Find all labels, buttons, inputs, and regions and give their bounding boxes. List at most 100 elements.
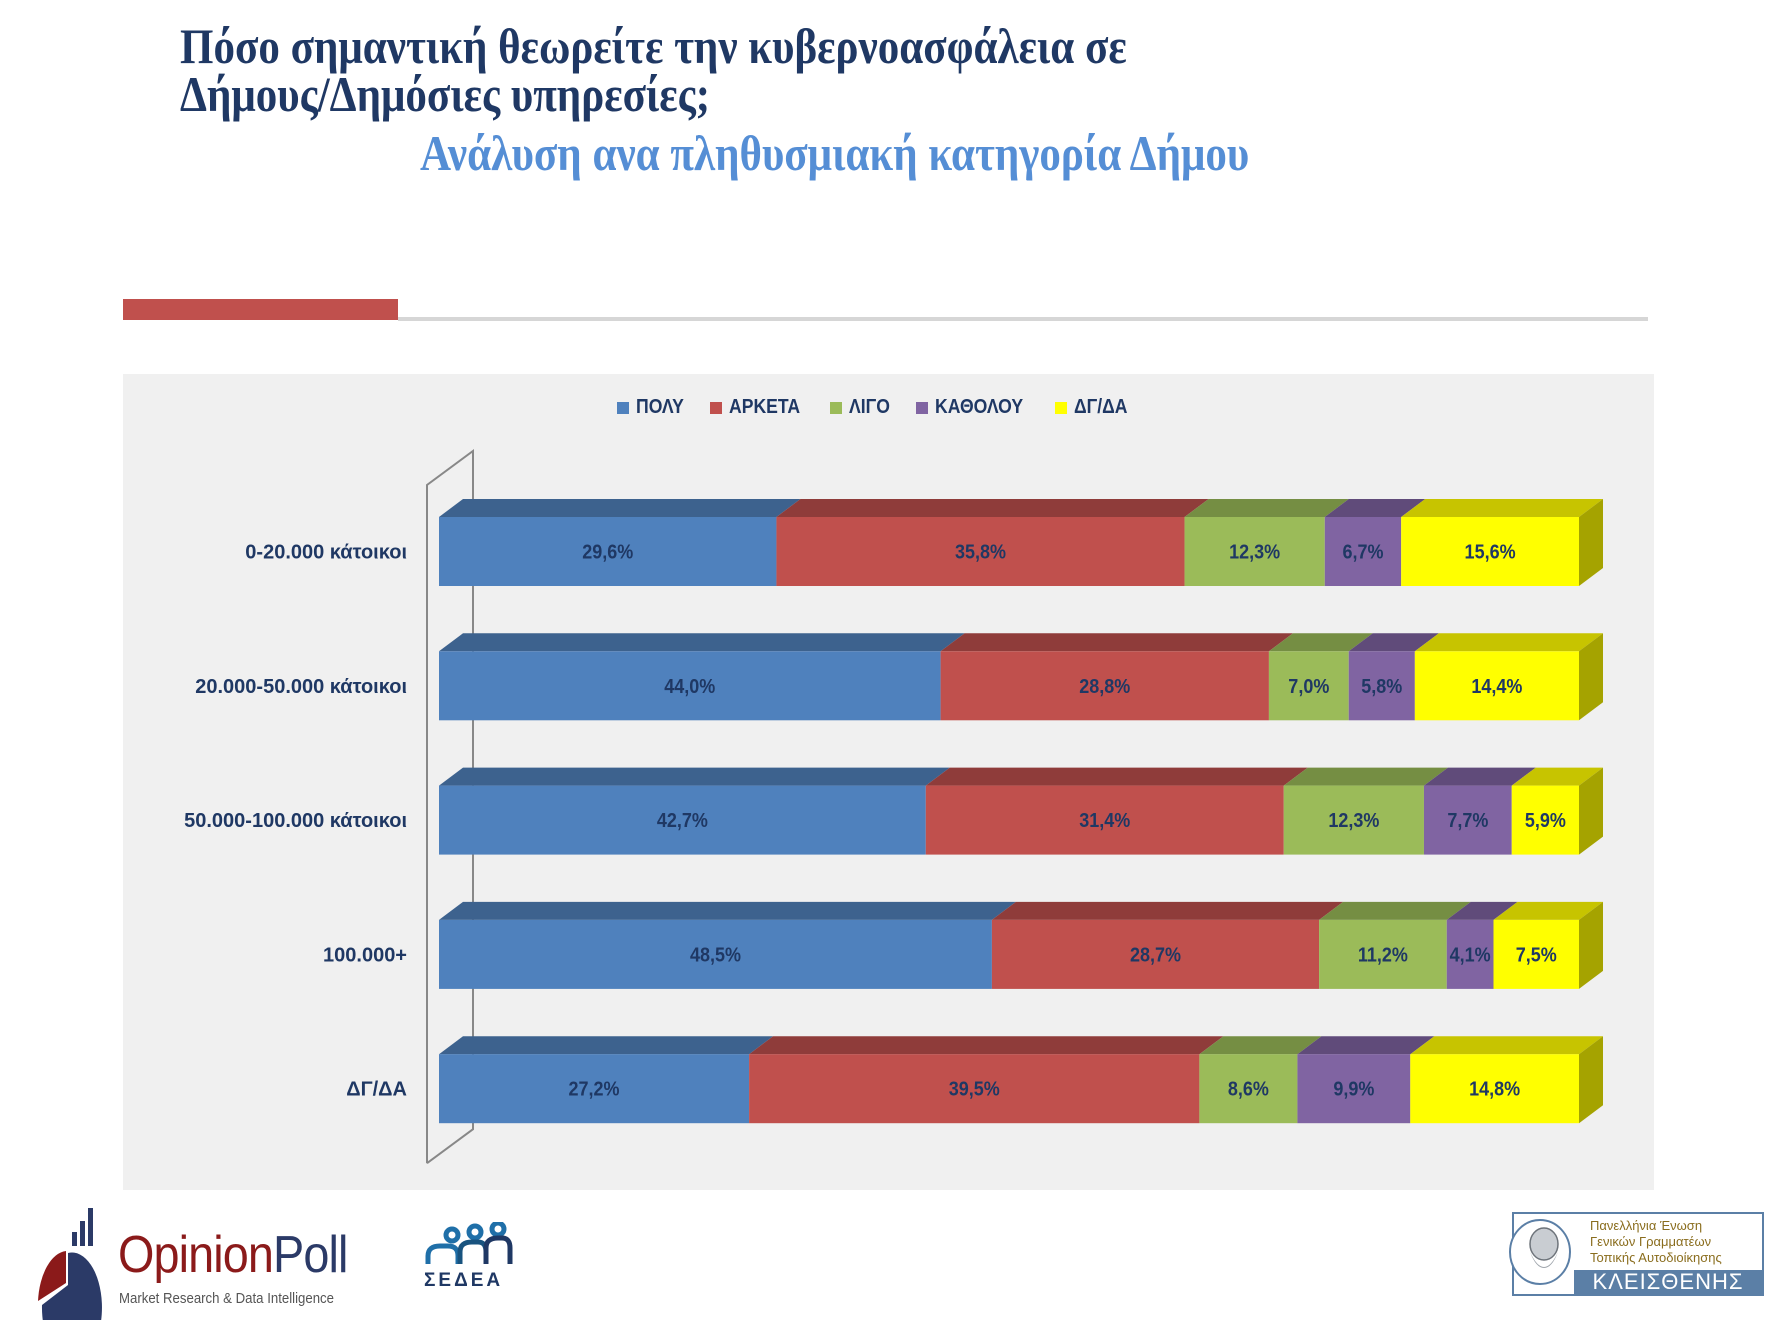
category-axis-wall: [426, 449, 474, 1165]
data-label: 8,6%: [1228, 1079, 1269, 1101]
bar-segment: [1268, 651, 1349, 721]
sedea-text: ΣΕΔΕΑ: [424, 1270, 504, 1291]
data-label: 42,7%: [657, 810, 708, 832]
bar-top-face: [1199, 1036, 1322, 1055]
kleisthenis-band: ΚΛΕΙΣΘΕΝΗΣ: [1574, 1270, 1762, 1294]
data-label: 31,4%: [1079, 810, 1130, 832]
opinionpoll-word-poll: Poll: [273, 1226, 348, 1284]
bar-side-face: [1579, 1036, 1603, 1124]
opinionpoll-word-opinion: Opinion: [118, 1226, 274, 1284]
bar-top-face: [925, 767, 1308, 786]
bar-top-face: [439, 767, 950, 786]
data-label: 28,8%: [1079, 676, 1130, 698]
data-label: 4,1%: [1450, 945, 1491, 967]
opinionpoll-logo: OpinionPoll Market Research & Data Intel…: [28, 1205, 348, 1320]
bar-top-face: [1184, 499, 1349, 517]
legend-item: ΑΡΚΕΤΑ: [710, 396, 804, 419]
data-label: 39,5%: [949, 1079, 1000, 1101]
bar-top-face: [1319, 901, 1471, 920]
kleisthenis-logo: Πανελλήνια Ένωση Γενικών Γραμματέων Τοπι…: [1500, 1204, 1772, 1296]
bar-segment: [925, 785, 1284, 855]
pie-chart-logo-icon: [38, 1208, 102, 1320]
bar-segment: [991, 919, 1320, 989]
data-label: 5,8%: [1361, 676, 1402, 698]
bar-top-face: [991, 901, 1344, 920]
bar-side-face: [1579, 633, 1603, 721]
opinionpoll-tagline: Market Research & Data Intelligence: [119, 1290, 334, 1307]
legend-label: ΑΡΚΕΤΑ: [729, 396, 801, 418]
category-label: 50.000-100.000 κάτοικοι: [184, 810, 407, 832]
data-label: 29,6%: [582, 542, 633, 564]
legend-label: ΔΓ/ΔΑ: [1073, 396, 1128, 418]
bar-top-face: [940, 633, 1293, 652]
bar-top-face: [1410, 1036, 1603, 1055]
bar-segment: [1199, 1054, 1298, 1124]
bar-side-face: [1579, 901, 1603, 989]
bar-segment: [439, 919, 992, 989]
data-label: 28,7%: [1130, 945, 1181, 967]
data-label: 14,8%: [1469, 1079, 1520, 1101]
legend-item: ΔΓ/ΔΑ: [1054, 396, 1129, 419]
legend-swatch: [830, 401, 843, 414]
legend-item: ΠΟΛΥ: [617, 396, 684, 419]
bar-segment: [940, 651, 1269, 721]
people-group-icon: [425, 1222, 513, 1264]
data-label: 7,7%: [1447, 810, 1488, 832]
chart-legend: ΠΟΛΥ ΑΡΚΕΤΑ ΛΙΓΟ ΚΑΘΟΛΟΥ ΔΓ/ΔΑ: [617, 396, 1154, 419]
data-label: 44,0%: [664, 676, 715, 698]
data-label: 5,9%: [1525, 810, 1566, 832]
bar-top-face: [1446, 901, 1518, 920]
bar-top-face: [439, 499, 801, 517]
bar-top-face: [1414, 633, 1603, 652]
data-label: 9,9%: [1333, 1079, 1374, 1101]
bar-top-face: [439, 633, 965, 652]
bar-segment: [1423, 785, 1512, 855]
bar-segment: [1511, 785, 1579, 855]
bar-top-face: [776, 499, 1209, 517]
data-label: 12,3%: [1229, 542, 1280, 564]
legend-swatch: [617, 401, 629, 414]
bar-side-face: [1579, 767, 1603, 855]
data-label: 12,3%: [1328, 810, 1379, 832]
bar-segment: [1348, 651, 1415, 721]
legend-swatch: [1054, 401, 1067, 414]
bar-top-face: [1348, 633, 1439, 652]
category-label: 0-20.000 κάτοικοι: [245, 542, 407, 564]
bar-top-face: [1324, 499, 1426, 517]
data-label: 48,5%: [690, 945, 741, 967]
bar-segment: [1446, 919, 1494, 989]
bar-segment: [749, 1054, 1200, 1124]
kleisthenis-frame: Πανελλήνια Ένωση Γενικών Γραμματέων Τοπι…: [1509, 1212, 1764, 1296]
bar-segment: [439, 785, 926, 855]
bar-top-face: [1401, 499, 1603, 517]
legend-label: ΚΑΘΟΛΟΥ: [934, 396, 1023, 418]
category-label: ΔΓ/ΔΑ: [346, 1079, 407, 1101]
bar-side-face: [1579, 499, 1603, 586]
title-block: Πόσο σημαντική θεωρείτε την κυβερνοασφάλ…: [180, 21, 1480, 119]
bar-segment: [439, 651, 941, 721]
legend-label: ΛΙΓΟ: [849, 396, 890, 418]
data-label: 27,2%: [569, 1079, 620, 1101]
bar-top-face: [1297, 1036, 1435, 1055]
bar-top-face: [1511, 767, 1603, 786]
bar-top-face: [1283, 767, 1448, 786]
kleisthenis-line-1: Πανελλήνια Ένωση: [1590, 1218, 1703, 1233]
data-label: 35,8%: [955, 542, 1006, 564]
divider-line: [398, 317, 1648, 321]
bar-segment: [439, 517, 777, 586]
opinionpoll-wordmark: OpinionPoll: [118, 1225, 348, 1285]
data-label: 7,0%: [1288, 676, 1329, 698]
bar-segment: [1401, 517, 1579, 586]
legend-item: ΛΙΓΟ: [830, 396, 890, 419]
kleisthenis-line-2: Γενικών Γραμματέων: [1590, 1234, 1712, 1249]
kleisthenis-portrait-icon: [1509, 1219, 1571, 1285]
data-label: 15,6%: [1465, 542, 1516, 564]
bar-top-face: [439, 1036, 774, 1055]
bar-segment: [1297, 1054, 1411, 1124]
bar-top-face: [1493, 901, 1603, 920]
data-label: 6,7%: [1342, 542, 1383, 564]
legend-item: ΚΑΘΟΛΟΥ: [915, 396, 1029, 419]
legend-label: ΠΟΛΥ: [636, 396, 684, 418]
bar-segment: [439, 1054, 750, 1124]
bar-top-face: [439, 901, 1016, 920]
